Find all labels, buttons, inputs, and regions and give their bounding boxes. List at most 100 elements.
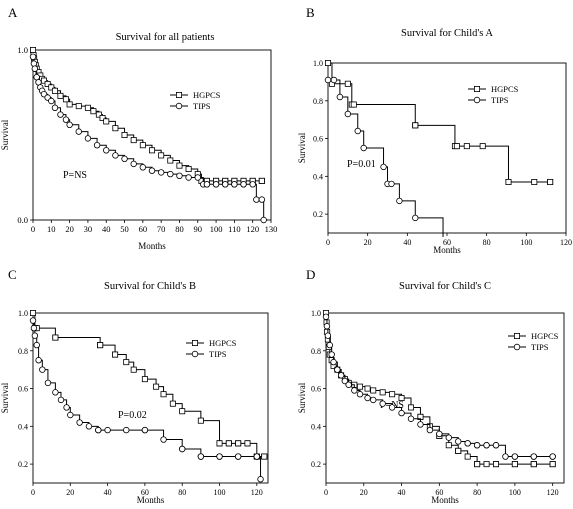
data-point — [179, 408, 186, 415]
x-tick-label: 100 — [210, 224, 223, 234]
censor-mark — [234, 453, 242, 460]
data-point — [185, 174, 192, 181]
censor-mark — [52, 334, 59, 341]
data-point — [483, 461, 490, 468]
legend-label: TIPS — [193, 101, 211, 111]
x-tick-label: 60 — [141, 488, 149, 497]
data-point — [112, 152, 119, 159]
x-tick-label: 0 — [31, 224, 35, 234]
data-point — [158, 152, 165, 159]
data-point — [379, 389, 386, 396]
panel-b: B Survival for Child's A 0 20 40 60 80 100 120 0.… — [297, 5, 572, 255]
data-point — [33, 341, 40, 349]
data-point — [139, 164, 147, 171]
censor-mark — [244, 440, 251, 447]
panel-label: B — [306, 5, 315, 20]
x-axis-label: Months — [137, 495, 165, 505]
data-point — [52, 389, 59, 396]
x-tick-label: 110 — [228, 224, 240, 234]
data-point — [370, 387, 377, 394]
data-point — [31, 65, 39, 72]
censor-mark — [212, 181, 220, 188]
y-tick-label: 1.0 — [17, 45, 28, 55]
data-point — [160, 436, 167, 443]
data-point — [103, 118, 110, 125]
data-point — [324, 332, 332, 339]
plot-frame — [32, 312, 269, 484]
data-point — [330, 76, 338, 84]
data-point — [63, 404, 70, 411]
data-point — [398, 394, 405, 401]
data-point — [417, 421, 424, 428]
data-point — [57, 92, 64, 99]
x-tick-label: 80 — [175, 224, 184, 234]
data-point — [30, 60, 38, 67]
data-point — [185, 165, 192, 172]
censor-mark — [511, 461, 518, 468]
censor-mark — [231, 181, 238, 188]
data-point — [139, 142, 146, 149]
data-point — [389, 391, 396, 398]
data-point — [334, 366, 341, 373]
y-tick-label: 0.4 — [311, 422, 321, 431]
chart-title: Survival for Child's C — [399, 281, 491, 292]
legend-marker — [473, 96, 481, 104]
x-tick-label: 80 — [473, 488, 481, 497]
data-point — [66, 121, 73, 128]
data-point — [103, 147, 110, 154]
data-point — [40, 77, 47, 84]
y-tick-label: 0.8 — [18, 347, 28, 356]
data-point — [130, 137, 137, 144]
data-point — [29, 53, 37, 60]
censor-mark — [531, 178, 538, 185]
data-point — [99, 115, 106, 122]
data-point — [141, 376, 148, 383]
data-point — [148, 167, 156, 174]
y-tick-label: 0.4 — [313, 172, 323, 181]
p-value-annotation: P=0.01 — [347, 159, 376, 170]
y-tick-label: 0.8 — [311, 347, 321, 356]
y-axis-label: Survival — [0, 382, 10, 413]
panel-a: A Survival for all patients 0 10 20 30 40 50 60 7… — [0, 5, 277, 251]
data-point — [323, 323, 331, 330]
data-point — [336, 93, 344, 101]
data-point — [84, 104, 91, 111]
x-tick-label: 120 — [560, 238, 572, 247]
data-point — [260, 216, 267, 224]
data-point — [48, 97, 55, 105]
censor-mark — [511, 453, 519, 460]
data-point — [258, 196, 266, 203]
censor-mark — [222, 181, 229, 188]
data-point — [426, 426, 434, 434]
censor-mark — [261, 453, 268, 460]
data-point — [30, 324, 38, 332]
x-tick-label: 120 — [246, 224, 259, 234]
censor-mark — [412, 122, 419, 129]
y-tick-label: 0.6 — [313, 135, 323, 144]
censor-mark — [216, 440, 223, 447]
panel-d: D Survival for Child's C 0 20 40 60 80 100 120 0.… — [297, 267, 565, 505]
panel-c: C Survival for Child's B 0 20 40 60 80 100 120 0.… — [0, 267, 269, 505]
y-tick-label: 0.2 — [313, 210, 323, 219]
legend-marker — [175, 102, 183, 110]
censor-mark — [324, 60, 331, 67]
x-tick-label: 40 — [102, 224, 111, 234]
data-point — [345, 381, 352, 388]
plot-frame — [32, 49, 272, 221]
data-point — [39, 366, 46, 373]
series-hgpcs — [29, 309, 268, 460]
x-tick-label: 100 — [214, 488, 226, 497]
censor-mark — [29, 309, 36, 316]
legend-marker — [175, 92, 182, 99]
data-point — [67, 411, 74, 419]
chart-title: Survival for Child's A — [401, 28, 493, 39]
series-hgpcs — [324, 60, 554, 185]
series-line — [33, 312, 265, 458]
y-axis-label: Survival — [297, 132, 307, 163]
x-tick-label: 0 — [326, 238, 330, 247]
data-point — [326, 341, 333, 349]
legend-marker — [513, 343, 521, 351]
